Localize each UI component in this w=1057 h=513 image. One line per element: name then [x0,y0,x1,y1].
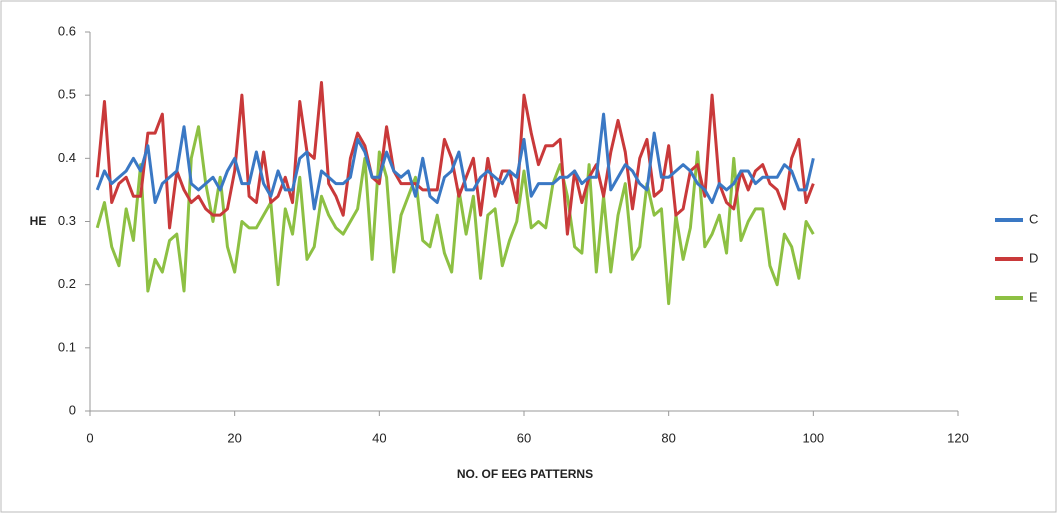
y-tick-label: 0.3 [58,213,76,228]
series-line [95,81,815,236]
x-tick-label: 60 [517,430,531,445]
x-tick-label: 80 [661,430,675,445]
series-line [95,125,815,306]
x-axis-title: NO. OF EEG PATTERNS [457,467,593,481]
series-line [95,112,815,211]
legend-label: C [1029,211,1038,226]
y-tick-label: 0 [69,402,76,417]
x-tick-label: 120 [947,430,969,445]
y-tick-label: 0.5 [58,87,76,102]
y-tick-label: 0.2 [58,276,76,291]
x-tick-label: 40 [372,430,386,445]
x-tick-label: 100 [802,430,824,445]
y-tick-label: 0.4 [58,150,76,165]
x-tick-label: 0 [86,430,93,445]
y-axis-title: HE [30,214,47,228]
y-tick-label: 0.1 [58,339,76,354]
legend-label: E [1029,289,1038,304]
y-tick-label: 0.6 [58,23,76,38]
legend-label: D [1029,250,1038,265]
x-tick-label: 20 [227,430,241,445]
